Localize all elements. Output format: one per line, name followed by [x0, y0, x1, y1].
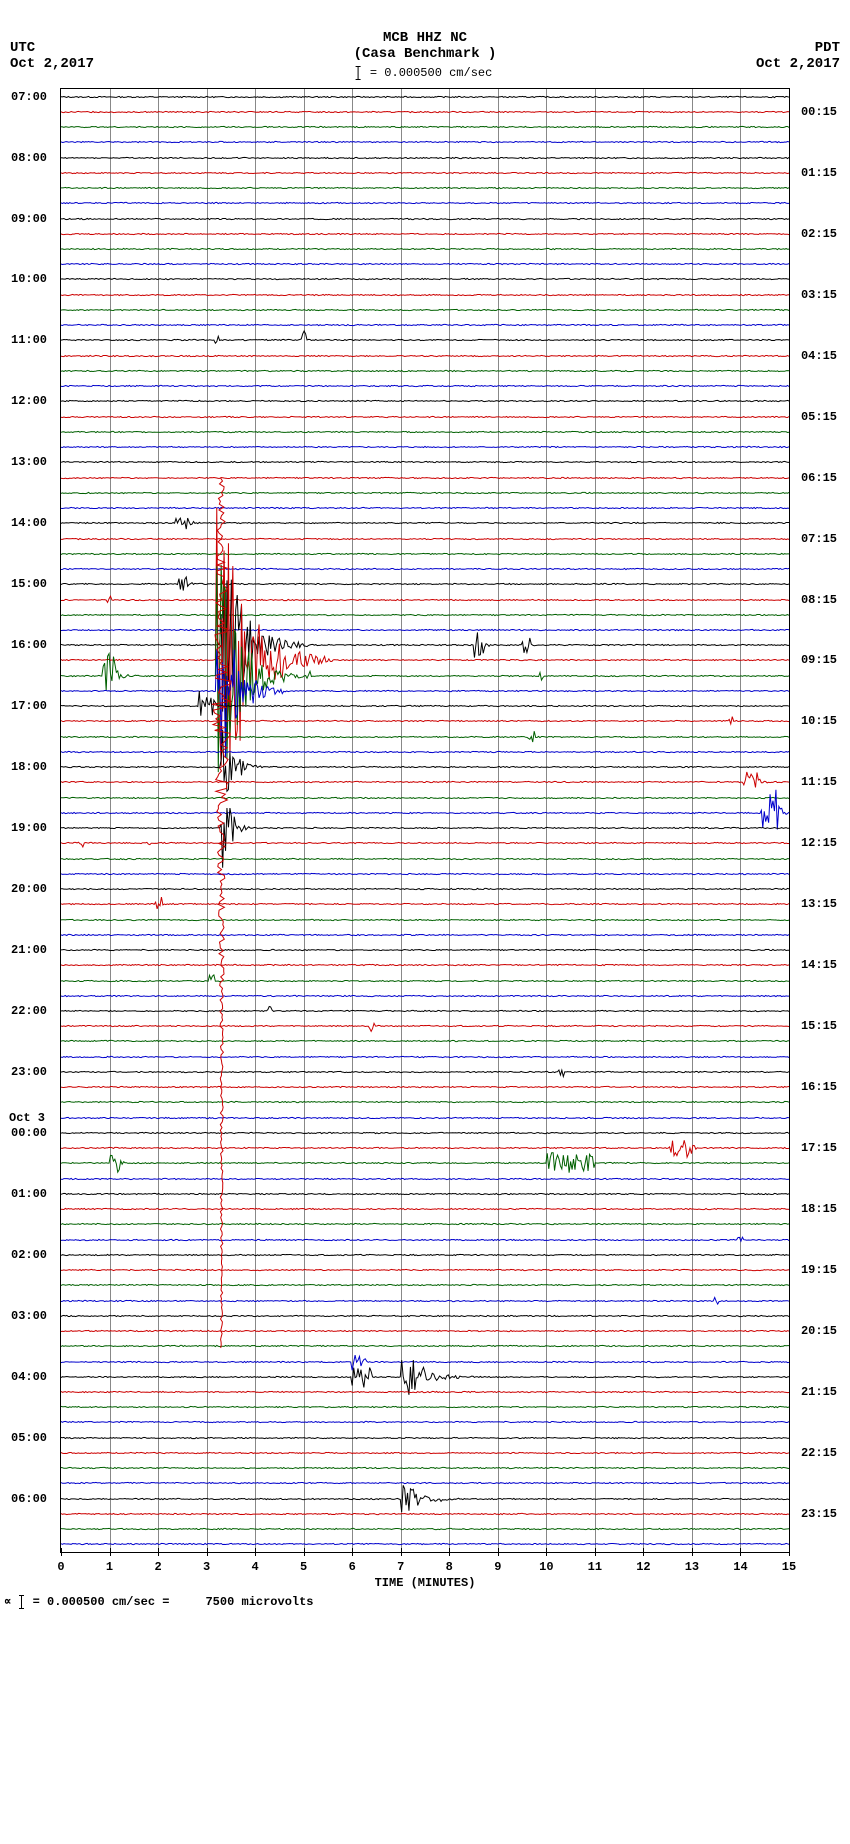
y-tick-label-right: 08:15: [801, 593, 837, 607]
y-tick-label-right: 03:15: [801, 288, 837, 302]
y-tick-label-left: 07:00: [11, 90, 47, 104]
day-rollover-label: Oct 3: [9, 1111, 45, 1125]
y-tick-label-right: 01:15: [801, 166, 837, 180]
y-tick-label-left: 02:00: [11, 1248, 47, 1262]
y-tick-label-left: 17:00: [11, 699, 47, 713]
y-tick-label-left: 19:00: [11, 821, 47, 835]
y-tick-label-left: 21:00: [11, 943, 47, 957]
y-tick-label-left: 22:00: [11, 1004, 47, 1018]
y-tick-label-left: 03:00: [11, 1309, 47, 1323]
y-tick-label-right: 07:15: [801, 532, 837, 546]
y-tick-label-left: 16:00: [11, 638, 47, 652]
y-tick-label-left: 18:00: [11, 760, 47, 774]
footer-text1: = 0.000500 cm/sec =: [33, 1595, 170, 1609]
y-tick-label-left: 09:00: [11, 212, 47, 226]
y-tick-label-left: 05:00: [11, 1431, 47, 1445]
y-tick-label-left: 14:00: [11, 516, 47, 530]
y-tick-label-right: 15:15: [801, 1019, 837, 1033]
y-tick-label-right: 16:15: [801, 1080, 837, 1094]
y-tick-label-left: 08:00: [11, 151, 47, 165]
footer-prefix: ∝: [4, 1595, 11, 1609]
heli-plot: TIME (MINUTES) 012345678910111213141507:…: [60, 88, 790, 1553]
y-tick-label-right: 12:15: [801, 836, 837, 850]
y-tick-label-right: 05:15: [801, 410, 837, 424]
footer-text2: 7500 microvolts: [205, 1595, 313, 1609]
y-tick-label-left: 15:00: [11, 577, 47, 591]
footer-scale-bar-icon: [21, 1595, 22, 1609]
main-event-overlay: [61, 89, 791, 1554]
y-tick-label-left: 00:00: [11, 1126, 47, 1140]
y-tick-label-left: 23:00: [11, 1065, 47, 1079]
y-tick-label-left: 13:00: [11, 455, 47, 469]
y-tick-label-left: 01:00: [11, 1187, 47, 1201]
y-tick-label-right: 09:15: [801, 653, 837, 667]
y-tick-label-right: 19:15: [801, 1263, 837, 1277]
y-tick-label-right: 17:15: [801, 1141, 837, 1155]
y-tick-label-right: 18:15: [801, 1202, 837, 1216]
y-tick-label-left: 20:00: [11, 882, 47, 896]
y-tick-label-right: 04:15: [801, 349, 837, 363]
footer-spacer: [177, 1595, 199, 1609]
y-tick-label-right: 06:15: [801, 471, 837, 485]
y-tick-label-right: 00:15: [801, 105, 837, 119]
y-tick-label-left: 04:00: [11, 1370, 47, 1384]
y-tick-label-left: 12:00: [11, 394, 47, 408]
y-tick-label-right: 02:15: [801, 227, 837, 241]
y-tick-label-right: 14:15: [801, 958, 837, 972]
y-tick-label-right: 11:15: [801, 775, 837, 789]
y-tick-label-left: 11:00: [11, 333, 47, 347]
y-tick-label-right: 13:15: [801, 897, 837, 911]
footer: ∝ = 0.000500 cm/sec = 7500 microvolts: [4, 1594, 314, 1609]
y-tick-label-right: 22:15: [801, 1446, 837, 1460]
y-tick-label-right: 23:15: [801, 1507, 837, 1521]
y-tick-label-left: 10:00: [11, 272, 47, 286]
y-tick-label-right: 21:15: [801, 1385, 837, 1399]
y-tick-label-right: 10:15: [801, 714, 837, 728]
y-tick-label-right: 20:15: [801, 1324, 837, 1338]
y-tick-label-left: 06:00: [11, 1492, 47, 1506]
